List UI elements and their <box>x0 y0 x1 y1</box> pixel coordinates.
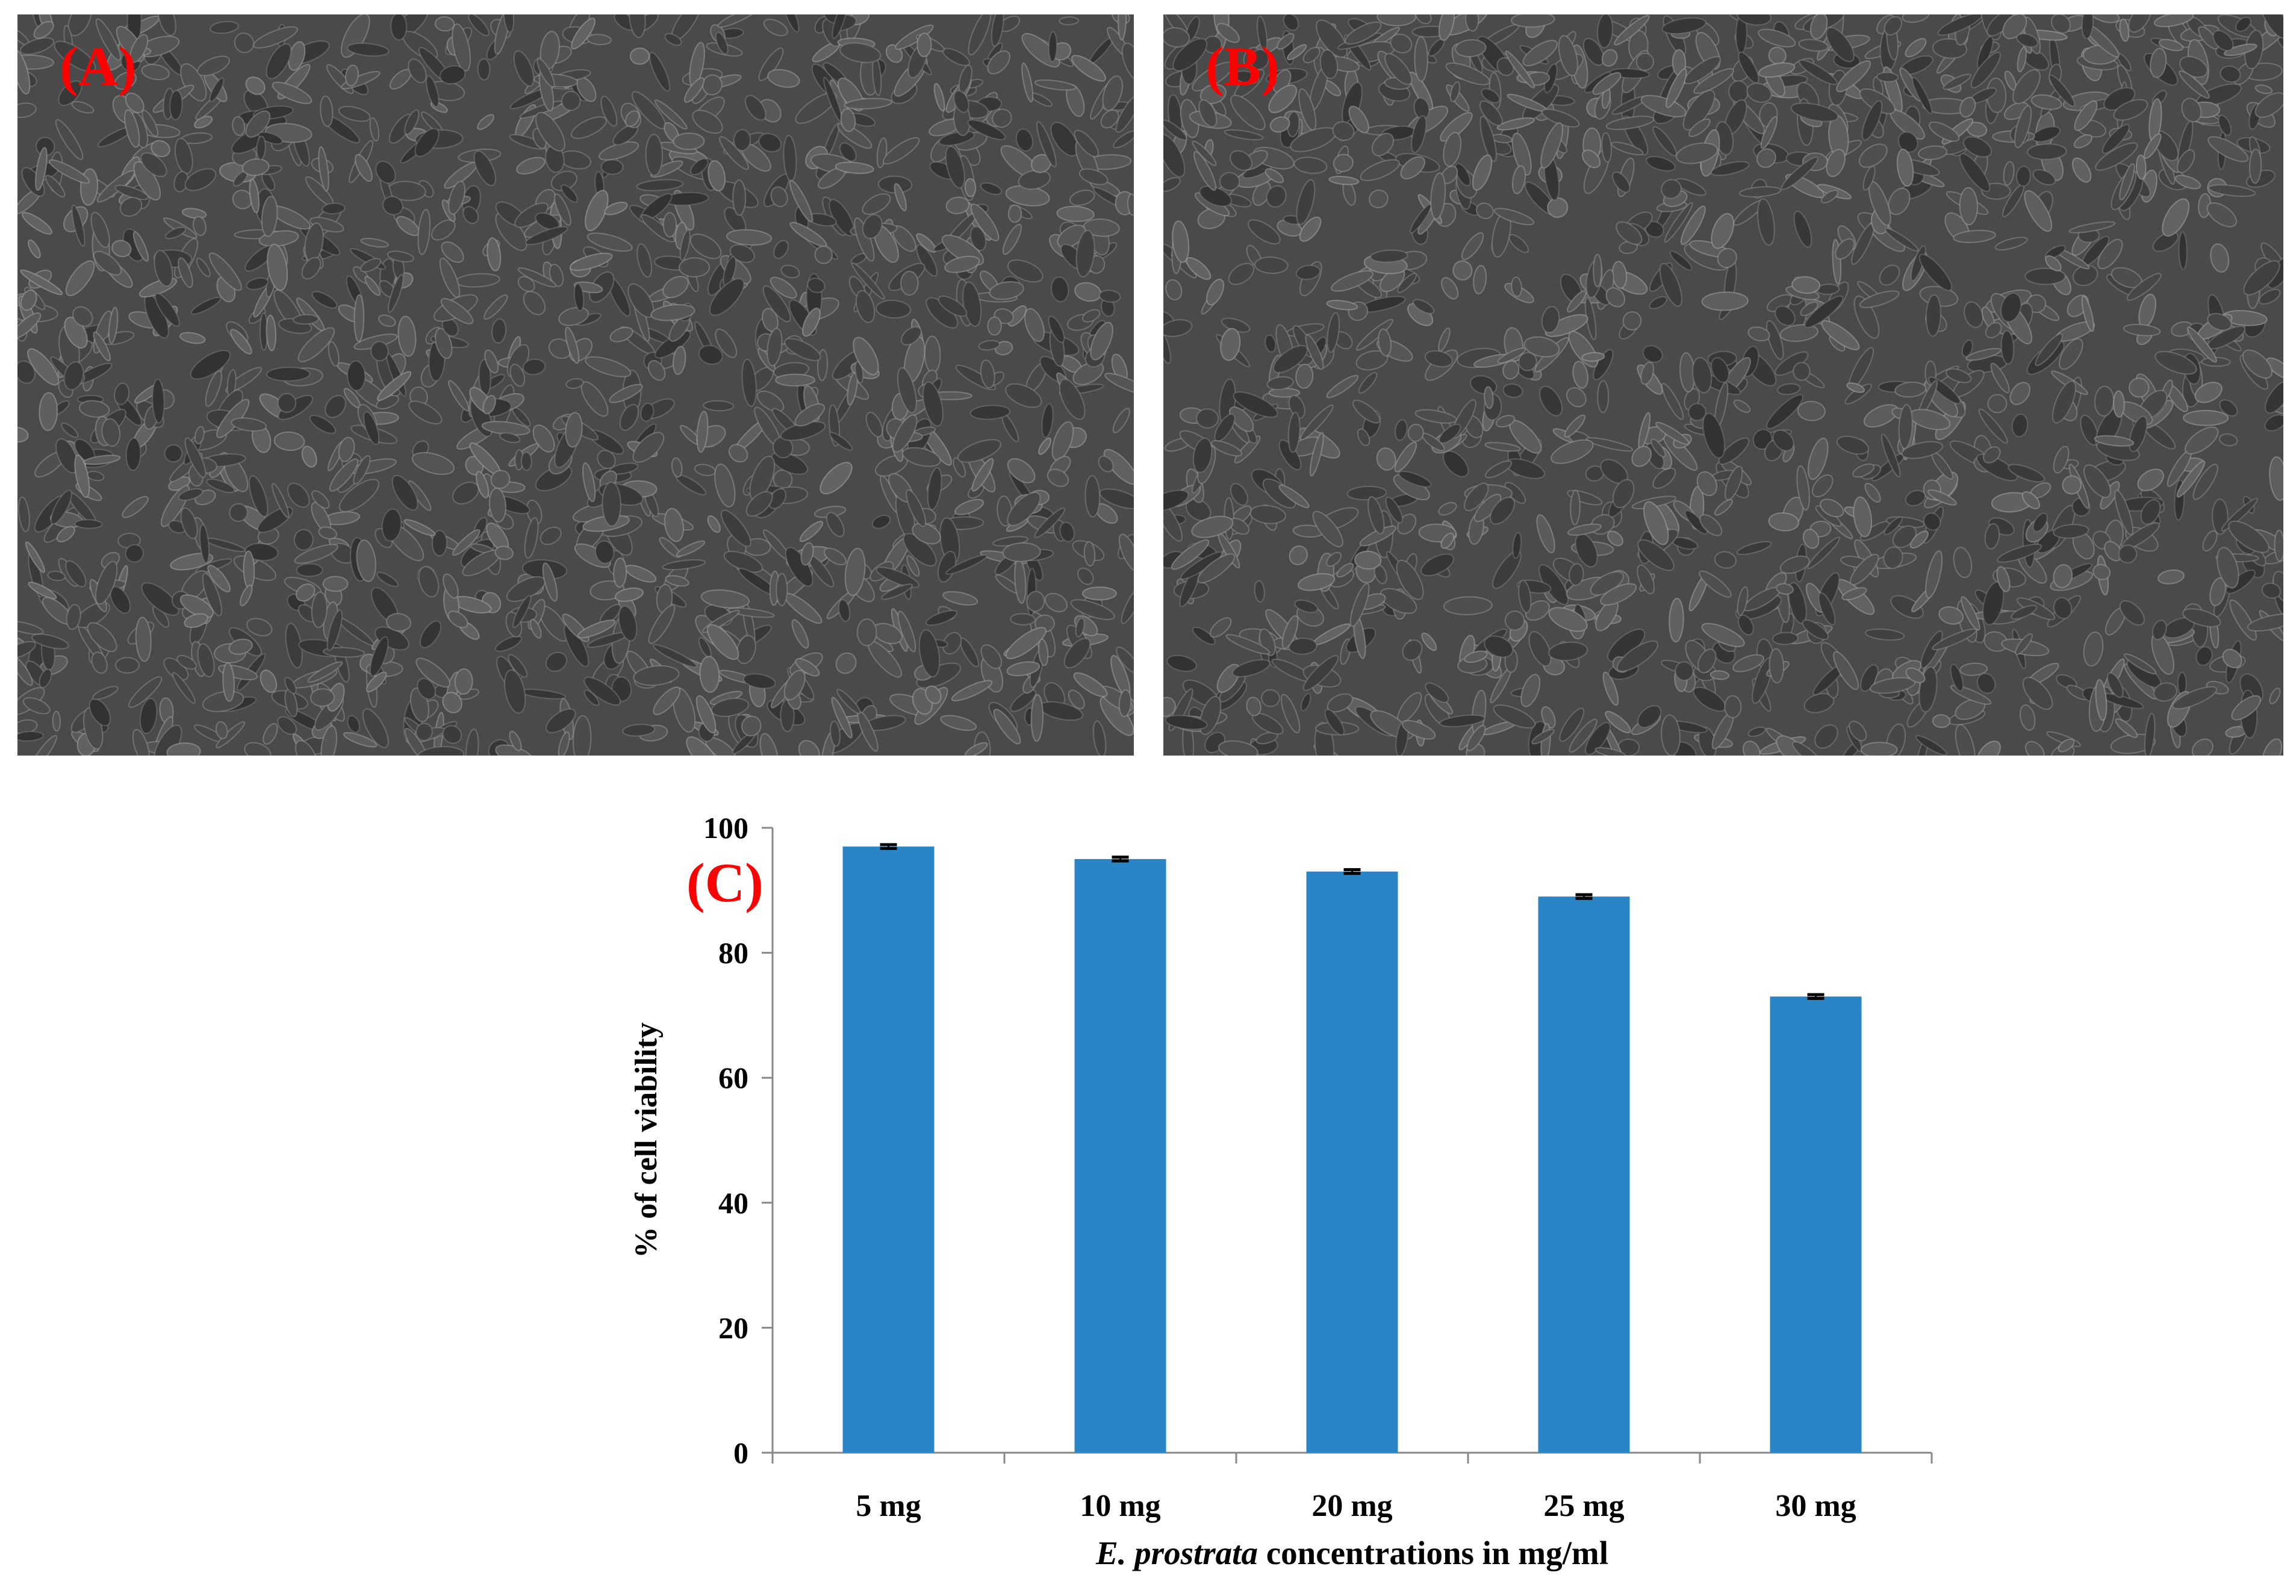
y-tick-label: 100 <box>703 811 748 845</box>
bar <box>1538 896 1630 1453</box>
x-tick-label: 5 mg <box>856 1489 921 1523</box>
panel-label-c: (C) <box>686 852 764 913</box>
x-tick-label: 30 mg <box>1775 1489 1856 1523</box>
y-axis-label: % of cell viability <box>629 1022 664 1258</box>
x-axis-label-species: E. prostrata <box>1095 1535 1258 1571</box>
x-axis-label: E. prostrata concentrations in mg/ml <box>1095 1535 1608 1571</box>
x-tick-label: 25 mg <box>1543 1489 1624 1523</box>
y-tick-label: 80 <box>718 936 748 970</box>
x-tick-label: 10 mg <box>1080 1489 1160 1523</box>
panel-label-b: (B) <box>1206 36 1280 97</box>
x-tick-label: 20 mg <box>1311 1489 1392 1523</box>
micrograph-b-texture <box>1163 14 2283 756</box>
bar <box>1306 871 1398 1453</box>
bar <box>1770 996 1862 1453</box>
micrograph-a-texture <box>17 14 1134 756</box>
bar <box>1074 859 1166 1453</box>
y-tick-label: 60 <box>718 1061 748 1095</box>
panel-label-a: (A) <box>60 36 137 97</box>
y-tick-label: 20 <box>718 1311 748 1344</box>
y-tick-label: 0 <box>733 1436 748 1470</box>
bar <box>842 846 935 1453</box>
micrograph-b: (B) <box>1163 14 2283 756</box>
y-tick-label: 40 <box>718 1186 748 1220</box>
micrograph-a: (A) <box>17 14 1134 756</box>
x-axis-label-rest: concentrations in mg/ml <box>1258 1535 1608 1571</box>
